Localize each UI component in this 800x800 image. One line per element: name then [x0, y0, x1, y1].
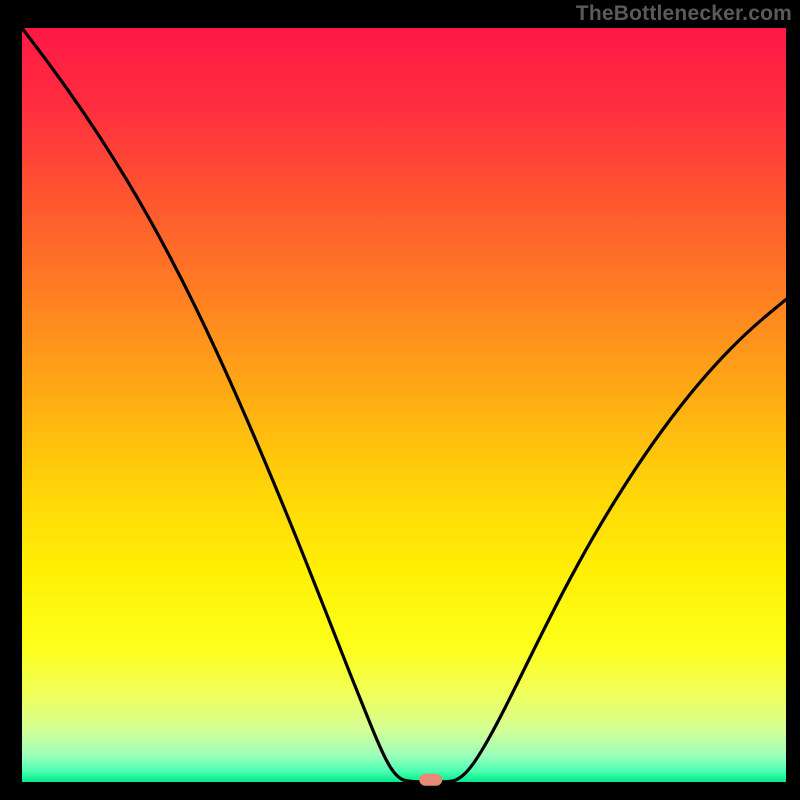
- plot-background: [22, 28, 786, 782]
- chart-svg: [0, 0, 800, 800]
- optimal-point-marker: [419, 774, 442, 786]
- bottleneck-chart: TheBottlenecker.com: [0, 0, 800, 800]
- watermark-text: TheBottlenecker.com: [576, 2, 792, 26]
